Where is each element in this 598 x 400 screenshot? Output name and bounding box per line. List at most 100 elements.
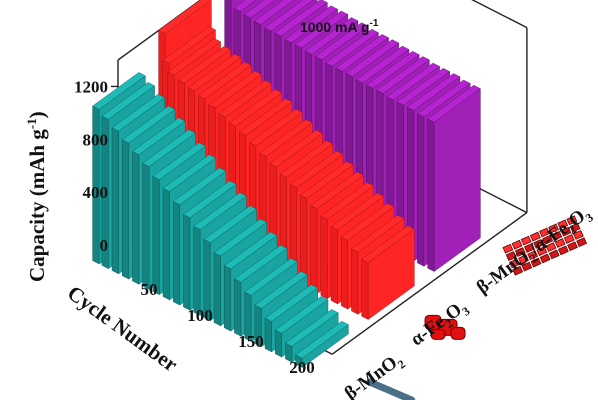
- series-axis-line: [331, 212, 528, 355]
- composite-cell: [563, 234, 575, 244]
- bar-top-face: [187, 53, 242, 92]
- y-axis-title: Capacity (mAh g-1): [24, 111, 49, 282]
- bar-top-face: [218, 79, 272, 118]
- bar-top-face: [101, 82, 155, 120]
- bar-top-face: [361, 225, 415, 263]
- bar-top-face: [330, 192, 385, 231]
- composite-cell: [530, 257, 542, 268]
- y-tick-label: 800: [83, 130, 109, 149]
- mno2-nanorod-illustration: [366, 378, 416, 400]
- bar-top-face: [366, 51, 420, 89]
- bar: [361, 225, 415, 320]
- composite-cell: [520, 235, 532, 246]
- bar-top-face: [208, 70, 262, 109]
- bar-top-face: [162, 26, 216, 64]
- x-tick-label: 100: [187, 306, 213, 325]
- bar-top-face: [264, 284, 319, 322]
- bar-top-face: [249, 108, 303, 147]
- fe2o3-particle: [450, 326, 466, 340]
- material-illustrations: [366, 215, 588, 400]
- composite-cell: [566, 215, 578, 226]
- bar-side-face: [193, 225, 201, 316]
- bar-top-face: [177, 45, 232, 84]
- y-tick-label: 400: [83, 183, 109, 202]
- bar-top-face: [417, 79, 471, 118]
- bar-side-face: [152, 175, 160, 296]
- bar-top-face: [376, 56, 430, 94]
- bar-top-face: [274, 0, 328, 37]
- bar-side-face: [111, 127, 119, 275]
- bar-top-face: [244, 258, 298, 296]
- bar-top-face: [289, 150, 344, 189]
- bar-side-face: [361, 258, 369, 320]
- bar-side-face: [275, 329, 282, 358]
- bar-top-face: [320, 182, 374, 220]
- bar-top-face: [233, 0, 257, 12]
- bar-top-face: [121, 105, 176, 144]
- composite-cell: [542, 234, 554, 245]
- x-tick-label: 50: [141, 280, 158, 299]
- composite-cell: [560, 226, 572, 237]
- bar-top-face: [284, 5, 338, 44]
- bar: [427, 84, 481, 272]
- bar-top-face: [406, 73, 461, 111]
- composite-cell: [524, 243, 535, 253]
- bar-side-face: [183, 214, 191, 311]
- bar-side-face: [142, 162, 150, 290]
- bar: [295, 321, 349, 368]
- bar-top-face: [295, 321, 349, 359]
- bar-top-face: [274, 296, 329, 334]
- composite-cell: [557, 245, 569, 256]
- bar-top-face: [264, 0, 314, 32]
- bar-top-face: [294, 10, 349, 49]
- bar-side-face: [351, 248, 359, 315]
- bar-top-face: [228, 89, 283, 127]
- bar-top-face: [340, 203, 395, 241]
- composite-cell: [502, 243, 514, 254]
- bar-top-face: [269, 129, 323, 168]
- composite-structure-illustration: [502, 215, 588, 276]
- bar-side-face: [320, 215, 328, 300]
- composite-cell: [529, 231, 541, 242]
- series-label-2: β-MnO2/α-Fe2O3: [473, 202, 596, 301]
- bar-top-face: [223, 231, 278, 270]
- bar-top-face: [300, 161, 354, 199]
- composite-cell: [512, 265, 524, 276]
- composite-cell: [527, 250, 539, 261]
- bar-top-face: [234, 244, 288, 283]
- composite-cell: [533, 238, 544, 249]
- bar-side-face: [341, 236, 348, 310]
- fe2o3-particle-illustration: [424, 314, 466, 340]
- bar-top-face: [310, 171, 364, 210]
- bar-side-face: [330, 226, 338, 305]
- bar-top-face: [111, 93, 166, 132]
- bar-top-face: [304, 17, 359, 55]
- bar-side-face: [427, 118, 435, 272]
- bar-top-face: [158, 0, 212, 34]
- bar-top-face: [325, 28, 379, 67]
- bar-side-face: [310, 205, 318, 294]
- bar-top-face: [152, 142, 206, 180]
- bar-side-face: [234, 278, 242, 337]
- bar-side-face: [162, 187, 170, 301]
- bar-top-face: [238, 98, 293, 136]
- bar-top-face: [386, 62, 440, 101]
- composite-cell: [557, 219, 569, 230]
- composite-cell: [536, 246, 548, 257]
- bar-side-face: [223, 265, 232, 332]
- bar-top-face: [167, 38, 221, 76]
- series-label-1: α-Fe2O3: [407, 296, 473, 353]
- bar-top-face: [259, 119, 313, 157]
- bar-top-face: [183, 180, 237, 219]
- y-tick-label: 0: [100, 236, 109, 255]
- bar-top-face: [198, 61, 252, 100]
- bar-top-face: [254, 271, 308, 309]
- composite-cell: [567, 241, 578, 252]
- bar-top-face: [351, 214, 405, 253]
- bar-top-face: [132, 117, 186, 156]
- bar-side-face: [172, 200, 181, 306]
- composite-cell: [548, 223, 559, 234]
- bar-top-face: [92, 72, 146, 110]
- bar-top-face: [279, 140, 334, 178]
- bar-top-face: [243, 0, 276, 19]
